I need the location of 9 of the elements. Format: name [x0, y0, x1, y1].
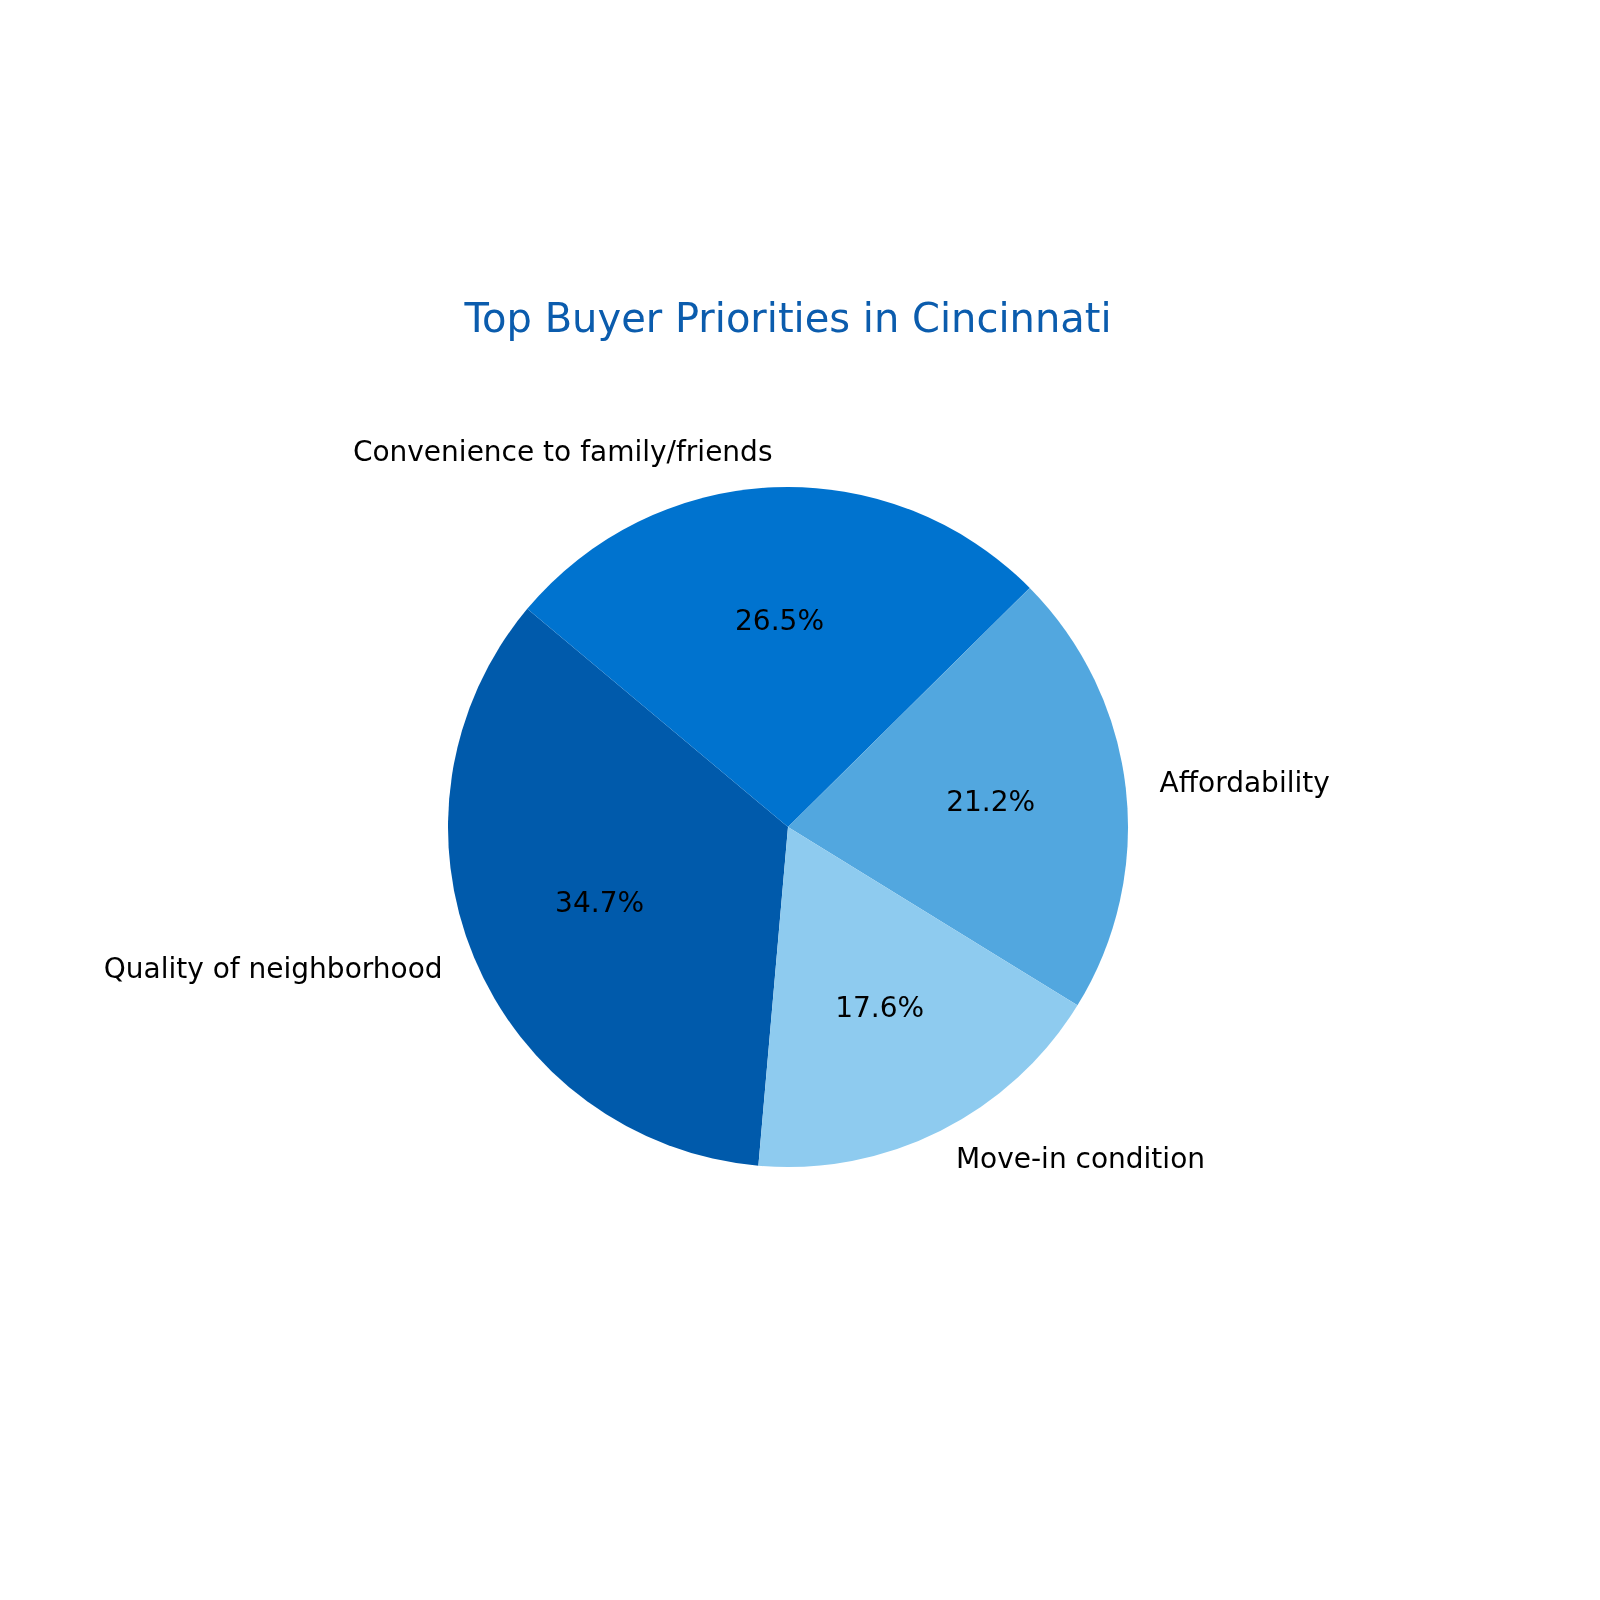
- slice-label: Quality of neighborhood: [103, 951, 443, 985]
- data-label: 21.2%: [946, 785, 1036, 819]
- data-label: 26.5%: [735, 604, 825, 638]
- slice-label: Affordability: [1159, 765, 1330, 799]
- slice-label: Convenience to family/friends: [352, 434, 773, 468]
- data-label: 17.6%: [835, 990, 925, 1024]
- data-label: 34.7%: [555, 886, 645, 920]
- chart-title: Top Buyer Priorities in Cincinnati: [463, 295, 1112, 342]
- slice-label: Move-in condition: [955, 1142, 1206, 1176]
